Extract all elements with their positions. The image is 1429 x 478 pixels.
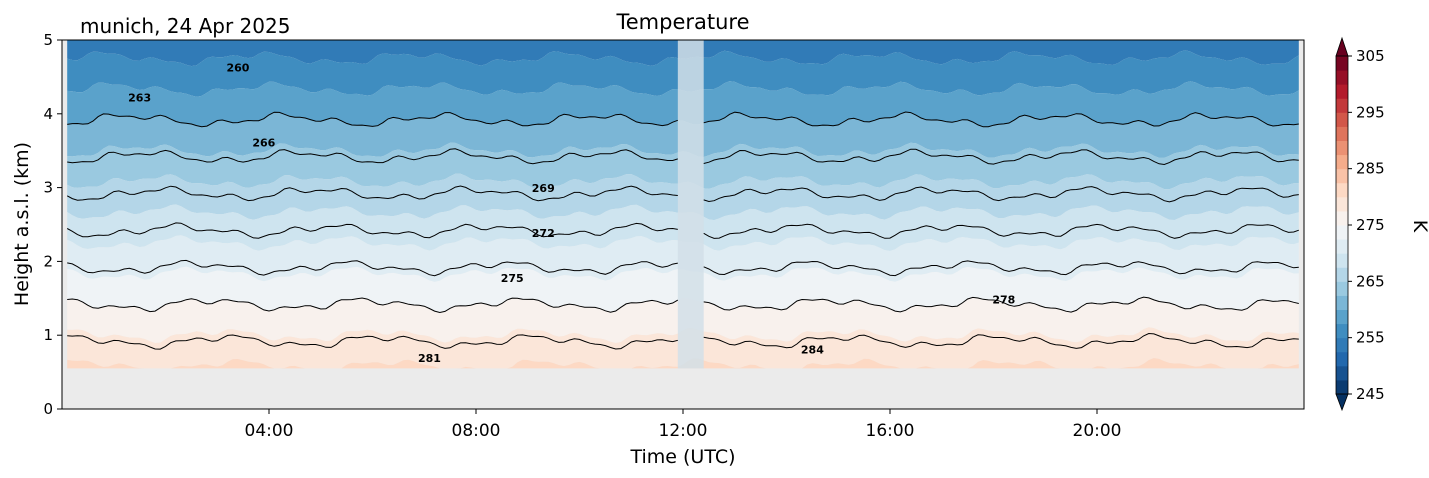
- colorbar-extend-bottom: [1335, 393, 1349, 412]
- contour-label-269: 269: [532, 182, 555, 195]
- y-tick-label: 1: [43, 326, 53, 344]
- contour-lines: [66, 111, 1299, 350]
- colorbar-band: [1336, 351, 1348, 367]
- contour-line-278: [67, 332, 1299, 350]
- colorbar-band: [1336, 140, 1348, 156]
- colorbar-tick-label: 285: [1356, 160, 1385, 178]
- x-tick-label: 20:00: [1073, 421, 1122, 441]
- colorbar-band: [1336, 84, 1348, 99]
- colorbar-band: [1336, 365, 1348, 381]
- colorbar-extend-top: [1335, 36, 1349, 57]
- x-tick-label: 16:00: [866, 421, 915, 441]
- colorbar-band: [1336, 56, 1348, 71]
- y-tick-label: 3: [43, 179, 53, 197]
- x-tick-label: 04:00: [245, 421, 294, 441]
- x-tick-label: 08:00: [452, 421, 501, 441]
- y-axis-label: Height a.s.l. (km): [11, 142, 33, 306]
- contour-label-284: 284: [801, 344, 824, 357]
- contour-line-275: [67, 296, 1299, 314]
- colorbar-band: [1336, 154, 1348, 170]
- colorbar-band: [1336, 267, 1348, 282]
- colorbar-band: [1336, 70, 1348, 85]
- colorbar-tick-label: 255: [1356, 329, 1385, 347]
- x-tick-label: 12:00: [659, 421, 708, 441]
- y-axis-ticks: 0 1 2 3 4 5: [43, 31, 62, 418]
- contour-label-281: 281: [418, 352, 441, 365]
- colorbar-band: [1336, 253, 1348, 268]
- colorbar-bands: [1336, 56, 1348, 395]
- contour-label-275: 275: [501, 272, 524, 285]
- colorbar-band: [1336, 323, 1348, 339]
- y-tick-label: 4: [43, 105, 53, 123]
- colorbar-tick-label: 265: [1356, 272, 1385, 290]
- colorbar-band: [1336, 379, 1348, 395]
- x-axis-ticks: 04:00 08:00 12:00 16:00 20:00: [245, 409, 1122, 441]
- contour-line-260: [67, 111, 1299, 128]
- colorbar-band: [1336, 239, 1348, 254]
- colorbar-band: [1336, 281, 1348, 296]
- colorbar-band: [1336, 112, 1348, 127]
- colorbar-tick-label: 275: [1356, 216, 1385, 234]
- contour-line-263: [67, 148, 1299, 166]
- y-tick-label: 5: [43, 31, 53, 49]
- temperature-band: [67, 358, 1299, 369]
- colorbar-ticks: 305 295 285 275 265 255 245: [1348, 47, 1385, 403]
- colorbar-band: [1336, 126, 1348, 141]
- colorbar-band: [1336, 309, 1348, 325]
- contour-label-272: 272: [532, 227, 555, 240]
- colorbar-tick-label: 295: [1356, 103, 1385, 121]
- data-gap: [677, 40, 704, 369]
- colorbar-band: [1336, 225, 1348, 240]
- contour-line-269: [66, 222, 1299, 239]
- y-tick-label: 2: [43, 252, 53, 270]
- colorbar-band: [1336, 210, 1348, 226]
- colorbar-band: [1336, 168, 1348, 184]
- contour-labels: 260 263 266 269 272 275 278 281 284: [128, 62, 1015, 365]
- colorbar-band: [1336, 196, 1348, 212]
- contour-line-272: [67, 259, 1299, 277]
- contour-label-266: 266: [252, 136, 275, 149]
- contour-line-266: [66, 185, 1299, 203]
- colorbar-band: [1336, 337, 1348, 353]
- location-date-label: munich, 24 Apr 2025: [80, 14, 290, 38]
- colorbar-tick-label: 245: [1356, 385, 1385, 403]
- colorbar-band: [1336, 182, 1348, 198]
- colorbar-band: [1336, 295, 1348, 310]
- colorbar-tick-label: 305: [1356, 47, 1385, 65]
- contour-label-278: 278: [992, 293, 1015, 306]
- y-tick-label: 0: [43, 400, 53, 418]
- colorbar-label: K: [1409, 220, 1429, 233]
- colorbar-band: [1336, 98, 1348, 113]
- chart-title: Temperature: [615, 10, 749, 34]
- plot-area: 260 263 266 269 272 275 278 281 284: [61, 39, 1305, 410]
- contour-label-260: 260: [226, 62, 249, 75]
- colorbar: 305 295 285 275 265 255 245 K: [1335, 36, 1429, 412]
- x-axis-label: Time (UTC): [629, 446, 735, 468]
- contour-label-263: 263: [128, 91, 151, 104]
